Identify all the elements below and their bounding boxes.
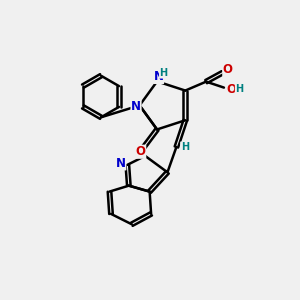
Text: H: H: [160, 68, 168, 78]
Text: O: O: [226, 82, 236, 96]
Text: N: N: [131, 100, 141, 113]
Text: H: H: [235, 84, 244, 94]
Text: N: N: [154, 70, 164, 83]
Text: O: O: [223, 63, 233, 76]
Text: O: O: [136, 145, 146, 158]
Text: N: N: [116, 157, 126, 170]
Text: H: H: [181, 142, 189, 152]
